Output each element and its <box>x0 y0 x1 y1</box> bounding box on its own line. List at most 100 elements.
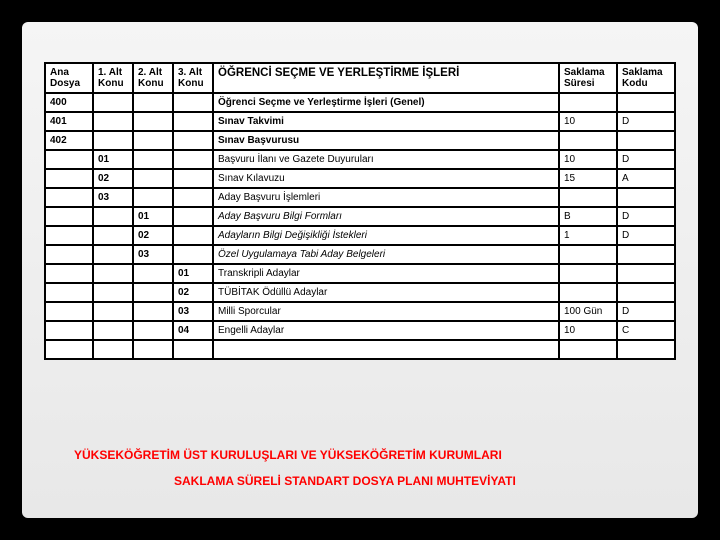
cell-alt3: 02 <box>173 283 213 302</box>
cell-ana: 400 <box>45 93 93 112</box>
cell-kod <box>617 264 675 283</box>
cell-alt1 <box>93 93 133 112</box>
cell-sure: 10 <box>559 321 617 340</box>
table-row: 01Transkripli Adaylar <box>45 264 675 283</box>
cell-desc: TÜBİTAK Ödüllü Adaylar <box>213 283 559 302</box>
cell-desc: Aday Başvuru İşlemleri <box>213 188 559 207</box>
cell-sure: 1 <box>559 226 617 245</box>
cell-kod <box>617 283 675 302</box>
table-row: 01Başvuru İlanı ve Gazete Duyuruları10D <box>45 150 675 169</box>
table-row: 04Engelli Adaylar10C <box>45 321 675 340</box>
cell-desc: Engelli Adaylar <box>213 321 559 340</box>
cell-alt3 <box>173 188 213 207</box>
slide-frame: YÜKSEKÖĞRETİM ÜST KURULUŞLARI VE YÜKSEKÖ… <box>22 22 698 518</box>
cell-empty <box>559 340 617 359</box>
cell-alt1 <box>93 283 133 302</box>
cell-kod: D <box>617 226 675 245</box>
cell-kod: D <box>617 112 675 131</box>
cell-alt2 <box>133 188 173 207</box>
cell-kod: D <box>617 302 675 321</box>
cell-alt3 <box>173 245 213 264</box>
col-alt3: 3. Alt Konu <box>173 63 213 93</box>
cell-sure: 100 Gün <box>559 302 617 321</box>
cell-alt2: 03 <box>133 245 173 264</box>
cell-kod <box>617 245 675 264</box>
cell-desc: Adayların Bilgi Değişikliği İstekleri <box>213 226 559 245</box>
cell-desc: Öğrenci Seçme ve Yerleştirme İşleri (Gen… <box>213 93 559 112</box>
cell-ana <box>45 302 93 321</box>
table-row: 02Adayların Bilgi Değişikliği İstekleri1… <box>45 226 675 245</box>
col-ana-dosya: Ana Dosya <box>45 63 93 93</box>
cell-ana <box>45 226 93 245</box>
cell-alt3 <box>173 93 213 112</box>
cell-alt2 <box>133 131 173 150</box>
cell-empty <box>213 340 559 359</box>
cell-kod: A <box>617 169 675 188</box>
col-title: ÖĞRENCİ SEÇME VE YERLEŞTİRME İŞLERİ <box>213 63 559 93</box>
col-saklama-suresi: Saklama Süresi <box>559 63 617 93</box>
cell-ana <box>45 169 93 188</box>
cell-kod: D <box>617 207 675 226</box>
table-row: 02 Sınav Kılavuzu15A <box>45 169 675 188</box>
cell-alt3: 01 <box>173 264 213 283</box>
cell-desc: Sınav Takvimi <box>213 112 559 131</box>
col-alt1: 1. Alt Konu <box>93 63 133 93</box>
cell-alt2 <box>133 93 173 112</box>
cell-alt2 <box>133 112 173 131</box>
cell-empty <box>133 340 173 359</box>
cell-sure <box>559 283 617 302</box>
cell-kod: C <box>617 321 675 340</box>
cell-alt3 <box>173 150 213 169</box>
col-alt2: 2. Alt Konu <box>133 63 173 93</box>
cell-sure: 10 <box>559 112 617 131</box>
cell-sure: 15 <box>559 169 617 188</box>
table-row: 03 Özel Uygulamaya Tabi Aday Belgeleri <box>45 245 675 264</box>
cell-alt1 <box>93 321 133 340</box>
table-row: 400 Öğrenci Seçme ve Yerleştirme İşleri (… <box>45 93 675 112</box>
cell-alt2 <box>133 302 173 321</box>
cell-sure <box>559 93 617 112</box>
cell-alt3 <box>173 169 213 188</box>
cell-alt1 <box>93 207 133 226</box>
table-row: 03 Aday Başvuru İşlemleri <box>45 188 675 207</box>
cell-alt2 <box>133 283 173 302</box>
cell-sure <box>559 245 617 264</box>
cell-alt1 <box>93 245 133 264</box>
cell-kod <box>617 93 675 112</box>
background-title-line2: SAKLAMA SÜRELİ STANDART DOSYA PLANI MUHT… <box>174 474 516 488</box>
cell-desc: Özel Uygulamaya Tabi Aday Belgeleri <box>213 245 559 264</box>
cell-alt2: 01 <box>133 207 173 226</box>
table-row: 02TÜBİTAK Ödüllü Adaylar <box>45 283 675 302</box>
cell-sure <box>559 131 617 150</box>
cell-ana <box>45 245 93 264</box>
cell-empty <box>45 340 93 359</box>
cell-alt1: 02 <box>93 169 133 188</box>
cell-alt3 <box>173 226 213 245</box>
cell-sure <box>559 264 617 283</box>
cell-desc: Milli Sporcular <box>213 302 559 321</box>
cell-ana <box>45 264 93 283</box>
cell-alt1: 03 <box>93 188 133 207</box>
cell-empty <box>617 340 675 359</box>
cell-kod <box>617 188 675 207</box>
cell-desc: Başvuru İlanı ve Gazete Duyuruları <box>213 150 559 169</box>
cell-desc: Transkripli Adaylar <box>213 264 559 283</box>
cell-alt3: 04 <box>173 321 213 340</box>
cell-empty <box>93 340 133 359</box>
cell-desc: Sınav Kılavuzu <box>213 169 559 188</box>
cell-ana <box>45 188 93 207</box>
cell-kod <box>617 131 675 150</box>
cell-ana <box>45 283 93 302</box>
cell-alt3 <box>173 131 213 150</box>
cell-sure <box>559 188 617 207</box>
cell-alt2 <box>133 150 173 169</box>
table-body: 400 Öğrenci Seçme ve Yerleştirme İşleri (… <box>45 93 675 359</box>
cell-desc: Sınav Başvurusu <box>213 131 559 150</box>
cell-alt3 <box>173 207 213 226</box>
cell-alt1: 01 <box>93 150 133 169</box>
table-row-empty <box>45 340 675 359</box>
background-title-line1: YÜKSEKÖĞRETİM ÜST KURULUŞLARI VE YÜKSEKÖ… <box>74 448 502 462</box>
table-row: 402Sınav Başvurusu <box>45 131 675 150</box>
dosya-plani-table: Ana Dosya 1. Alt Konu 2. Alt Konu 3. Alt… <box>44 62 676 360</box>
cell-kod: D <box>617 150 675 169</box>
